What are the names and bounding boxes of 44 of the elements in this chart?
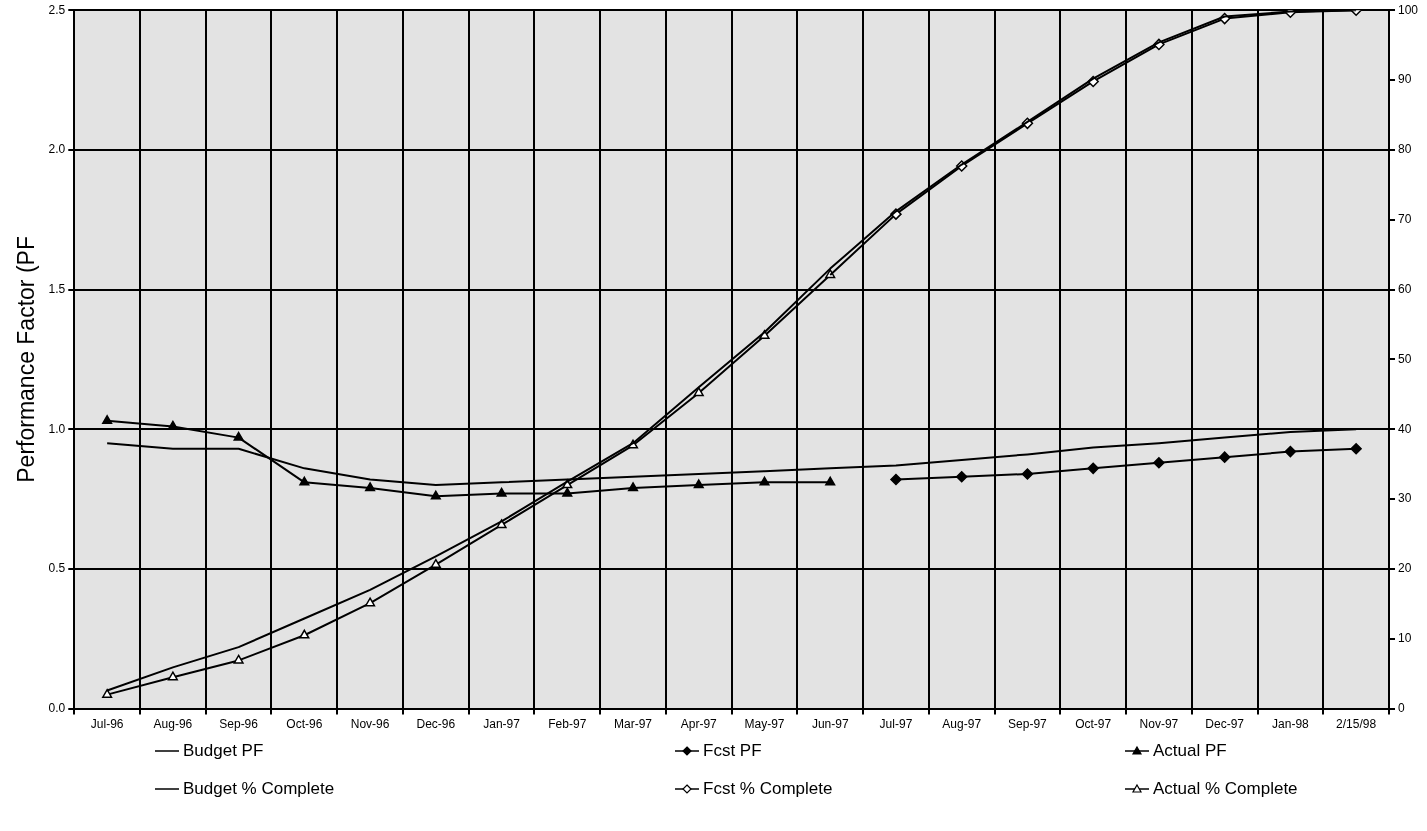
y2-tick-label: 30	[1397, 491, 1412, 506]
x-tick-label: Feb-97	[548, 717, 587, 732]
x-tick-label: Sep-96	[219, 717, 259, 732]
y2-tick-label: 100	[1397, 2, 1419, 17]
x-tick-label: Jul-97	[879, 717, 913, 732]
y-axis-title: Performance Factor (PF	[13, 236, 40, 483]
y2-tick-label: 60	[1397, 281, 1412, 296]
y2-tick-label: 90	[1397, 72, 1412, 87]
legend-label: Actual PF	[1153, 741, 1227, 761]
x-tick-label: Nov-96	[350, 717, 390, 732]
x-tick-label: Jan-97	[483, 717, 521, 732]
x-tick-label: Nov-97	[1139, 717, 1179, 732]
x-tick-label: Jul-96	[90, 717, 124, 732]
y-tick-label: 0.0	[48, 700, 66, 715]
y2-tick-label: 40	[1397, 421, 1412, 436]
y-tick-label: 1.0	[48, 421, 66, 436]
x-tick-label: Jan-98	[1272, 717, 1310, 732]
x-tick-label: Jun-97	[811, 717, 849, 732]
y-tick-label: 2.5	[48, 2, 66, 17]
x-tick-label: 2/15/98	[1336, 717, 1377, 732]
x-tick-label: Aug-96	[153, 717, 193, 732]
x-tick-label: Oct-97	[1075, 717, 1112, 732]
x-tick-label: Aug-97	[942, 717, 982, 732]
y-tick-label: 2.0	[48, 142, 66, 157]
x-tick-label: Oct-96	[286, 717, 323, 732]
legend-label: Fcst % Complete	[703, 779, 833, 799]
y2-tick-label: 50	[1397, 351, 1412, 366]
y2-tick-label: 0	[1397, 700, 1405, 715]
x-tick-label: Mar-97	[614, 717, 653, 732]
x-tick-label: May-97	[744, 717, 785, 732]
legend-label: Budget PF	[183, 741, 264, 761]
y2-tick-label: 80	[1397, 142, 1412, 157]
y2-tick-label: 70	[1397, 212, 1412, 227]
y2-tick-label: 10	[1397, 631, 1412, 646]
x-tick-label: Dec-97	[1205, 717, 1245, 732]
legend-label: Budget % Complete	[183, 779, 335, 799]
y2-tick-label: 20	[1397, 561, 1412, 576]
x-tick-label: Apr-97	[680, 717, 718, 732]
legend-label: Fcst PF	[703, 741, 762, 761]
x-tick-label: Dec-96	[416, 717, 456, 732]
legend-label: Actual % Complete	[1153, 779, 1298, 799]
y-tick-label: 0.5	[48, 561, 66, 576]
x-tick-label: Sep-97	[1008, 717, 1048, 732]
y-tick-label: 1.5	[48, 281, 66, 296]
